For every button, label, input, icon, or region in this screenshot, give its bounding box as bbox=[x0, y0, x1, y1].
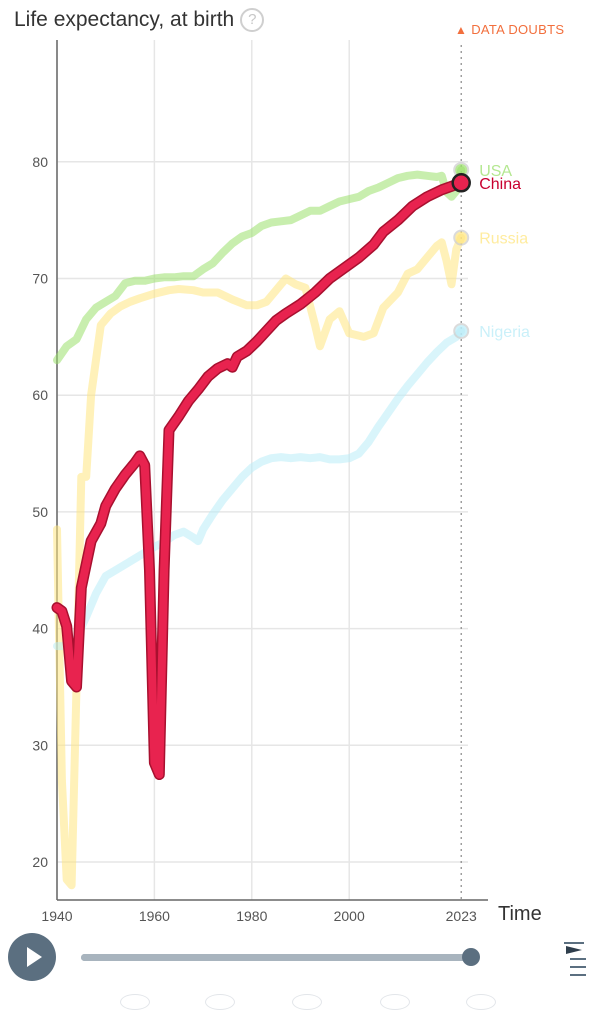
series-label-china: China bbox=[479, 176, 521, 193]
chart-axes bbox=[56, 40, 488, 901]
line-chart: 20 30 40 50 60 70 80 1940 1960 1980 2000 2023 USA Rus… bbox=[32, 40, 530, 924]
y-tick-label: 20 bbox=[32, 854, 48, 870]
series-label-nigeria: Nigeria bbox=[479, 324, 530, 341]
data-doubts-label: DATA DOUBTS bbox=[471, 22, 565, 37]
chart-grid bbox=[56, 40, 468, 900]
series-end-marker-nigeria bbox=[453, 323, 470, 340]
series-label-russia: Russia bbox=[479, 231, 528, 248]
x-tick-label: 1980 bbox=[236, 908, 267, 924]
warning-icon: ▲ bbox=[455, 23, 468, 37]
play-button[interactable] bbox=[8, 933, 56, 981]
x-axis-title: Time bbox=[498, 903, 542, 925]
time-slider[interactable] bbox=[81, 954, 471, 961]
series-line-usa bbox=[53, 166, 466, 365]
speed-menu-icon[interactable] bbox=[564, 940, 588, 980]
help-icon[interactable]: ? bbox=[240, 8, 265, 32]
x-tick-label: 2000 bbox=[334, 908, 365, 924]
x-tick-label: 2023 bbox=[446, 908, 477, 924]
bottom-nav-dot bbox=[120, 994, 150, 1010]
chart-title-text: Life expectancy, at birth bbox=[14, 8, 235, 31]
series-line-china bbox=[53, 178, 466, 779]
y-tick-label: 40 bbox=[32, 621, 48, 637]
bottom-nav-dot bbox=[292, 994, 322, 1010]
x-tick-label: 1940 bbox=[41, 908, 72, 924]
bottom-nav-dot bbox=[466, 994, 496, 1010]
y-tick-label: 30 bbox=[32, 737, 48, 753]
series-end-marker-china bbox=[451, 173, 471, 193]
y-tick-label: 60 bbox=[32, 387, 48, 403]
series-line-russia bbox=[53, 233, 466, 890]
bottom-nav-dot bbox=[380, 994, 410, 1010]
play-icon bbox=[27, 947, 42, 967]
chart-labels: 20 30 40 50 60 70 80 1940 1960 1980 2000 2023 USA Rus… bbox=[32, 154, 530, 924]
y-tick-label: 80 bbox=[32, 154, 48, 170]
series-label-usa: USA bbox=[479, 163, 512, 180]
bottom-nav-dot bbox=[205, 994, 235, 1010]
chart-title: Life expectancy, at birth? bbox=[14, 8, 265, 32]
data-doubts-button[interactable]: ▲ DATA DOUBTS bbox=[455, 22, 564, 37]
series-end-marker-russia bbox=[453, 229, 470, 246]
y-tick-label: 50 bbox=[32, 504, 48, 520]
y-tick-label: 70 bbox=[32, 271, 48, 287]
series-line-nigeria bbox=[53, 327, 466, 651]
x-tick-label: 1960 bbox=[139, 908, 170, 924]
chart-lines bbox=[51, 161, 471, 890]
time-slider-handle[interactable] bbox=[462, 948, 480, 966]
time-slider-fill bbox=[81, 954, 471, 961]
